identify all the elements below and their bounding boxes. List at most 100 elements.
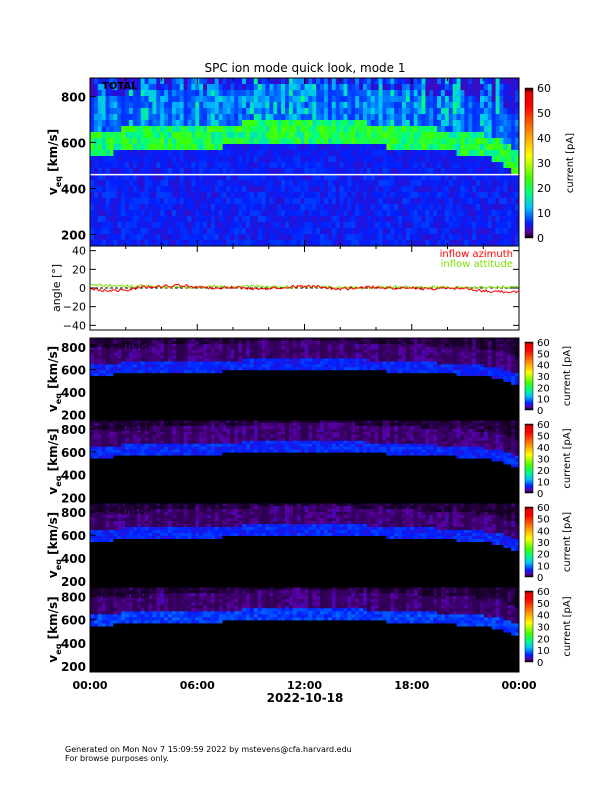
spectrogram-cell [296,114,301,121]
spectrogram-cell [281,108,286,115]
spectrogram-cell [433,96,438,103]
spectrogram-cell [242,387,247,392]
spectrogram-cell [285,216,290,223]
spectrogram-cell [296,174,301,181]
spectrogram-cell [121,240,126,247]
spectrogram-cell [281,228,286,235]
spectrogram-cell [292,352,298,356]
spectrogram-cell [304,370,309,374]
spectrogram-cell [199,387,204,392]
spectrogram-cell [339,240,344,247]
spectrogram-cell [433,210,438,217]
spectrogram-cell [288,240,294,247]
spectrogram-cell [273,222,278,229]
spectrogram-cell [316,402,321,406]
spectrogram-cell [507,216,512,223]
spectrogram-cell [175,402,181,406]
spectrogram-cell [222,186,227,193]
spectrogram-cell [363,234,368,241]
spectrogram-cell [304,352,309,356]
spectrogram-cell [207,78,212,85]
spectrogram-cell [129,102,134,109]
spectrogram-cell [281,405,286,409]
spectrogram-cell [191,399,196,403]
spectrogram-cell [425,144,430,151]
spectrogram-cell [171,108,177,115]
spectrogram-cell [148,402,153,406]
spectrogram-cell [476,102,481,109]
spectrogram-cell [160,174,165,181]
spectrogram-cell [374,144,379,151]
spectrogram-cell [187,399,192,403]
spectrogram-cell [144,381,149,386]
spectrogram-cell [160,120,165,127]
spectrogram-cell [437,120,442,127]
spectrogram-cell [347,376,352,380]
spectrogram-cell [296,204,301,211]
spectrogram-cell [281,186,286,193]
spectrogram-cell [210,114,216,121]
spectrogram-cell [132,222,138,229]
spectrogram-cell [429,114,434,121]
spectrogram-cell [304,168,309,175]
spectrogram-cell [269,174,274,181]
spectrogram-cell [214,417,220,421]
spectrogram-cell [339,90,344,97]
spectrogram-cell [214,108,220,115]
spectrogram-cell [339,150,344,157]
spectrogram-cell [464,174,469,181]
spectrogram-cell [398,228,403,235]
spectrogram-cell [327,150,333,157]
spectrogram-cell [230,204,235,211]
spectrogram-cell [140,210,145,217]
spectrogram-cell [187,338,192,342]
spectrogram-cell [405,204,411,211]
spectrogram-cell [144,396,149,400]
spectrogram-cell [480,234,485,241]
spectrogram-cell [195,390,200,395]
spectrogram-cell [109,381,114,386]
spectrogram-cell [483,198,489,205]
spectrogram-cell [316,216,321,223]
spectrogram-cell [109,343,114,348]
spectrogram-cell [152,96,157,103]
spectrogram-cell [246,156,251,163]
spectrogram-cell [359,204,364,211]
spectrogram-cell [234,384,239,389]
spectrogram-cell [191,240,196,247]
spectrogram-cell [179,346,184,351]
spectrogram-cell [253,411,259,415]
spectrogram-cell [273,390,278,395]
spectrogram-cell [117,210,122,217]
spectrogram-cell [300,417,305,421]
spectrogram-cell [409,162,415,169]
spectrogram-cell [230,162,235,169]
spectrogram-cell [413,210,418,217]
spectrogram-cell [316,78,321,85]
spectrogram-cell [168,338,173,342]
spectrogram-cell [101,349,106,354]
spectrogram-cell [230,393,235,397]
spectrogram-cell [273,379,278,383]
spectrogram-cell [456,96,461,103]
spectrogram-cell [320,132,325,139]
spectrogram-cell [312,84,317,91]
spectrogram-cell [230,387,235,392]
spectrogram-cell [164,384,169,389]
spectrogram-cell [164,381,169,386]
spectrogram-cell [195,364,200,368]
spectrogram-cell [277,393,282,397]
spectrogram-cell [207,162,212,169]
spectrogram-cell [444,204,450,211]
spectrogram-cell [230,381,235,386]
spectrogram-cell [207,346,212,351]
spectrogram-cell [187,340,192,345]
spectrogram-cell [117,361,122,365]
spectrogram-cell [164,180,169,187]
spectrogram-cell [246,367,251,371]
spectrogram-cell [168,138,173,145]
spectrogram-cell [468,126,473,133]
spectrogram-cell [405,138,411,145]
spectrogram-cell [460,84,465,91]
spectrogram-cell [222,90,227,97]
